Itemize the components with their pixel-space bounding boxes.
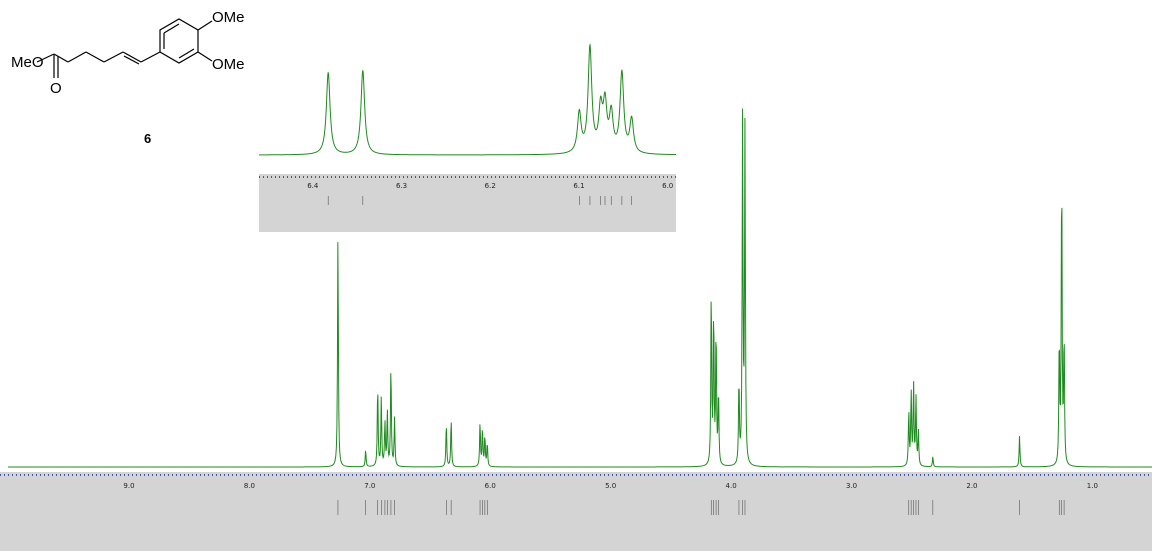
inset-tick-label: 6.3 [396,182,407,190]
inset-tick-labels: 6.4 6.3 6.2 6.1 6.0 [307,182,673,190]
inset-tick-label: 6.4 [307,182,319,190]
inset-tick-label: 6.1 [573,182,584,190]
meo-ester-label: MeO [11,54,44,71]
inset-integral-bar [259,174,676,232]
inset-tick-label: 6.2 [485,182,496,190]
main-tick-label: 2.0 [966,482,977,490]
inset-spectrum-line [259,43,676,156]
main-tick-label: 1.0 [1087,482,1098,490]
main-tick-label: 6.0 [485,482,496,490]
compound-number: 6 [144,131,151,146]
inset-tick-label: 6.0 [662,182,673,190]
inset-peak-markers [327,196,632,205]
main-tick-label: 9.0 [123,482,134,490]
main-integral-bar [0,472,1152,551]
main-tick-label: 7.0 [364,482,375,490]
main-tick-label: 4.0 [726,482,737,490]
inset-panel: 6.4 6.3 6.2 6.1 6.0 [259,43,676,232]
ome-bottom-label: OMe [212,56,245,73]
chemical-structure [36,18,213,78]
carbonyl-o-label: O [50,80,62,97]
main-tick-label: 8.0 [244,482,255,490]
main-peak-markers [337,500,1065,515]
main-tick-label: 5.0 [605,482,616,490]
ome-top-label: OMe [212,9,245,26]
main-spectrum-line [8,108,1152,468]
main-tick-labels: 9.0 8.0 7.0 6.0 5.0 4.0 3.0 2.0 1.0 [123,482,1098,490]
main-tick-label: 3.0 [846,482,857,490]
main-panel: 9.0 8.0 7.0 6.0 5.0 4.0 3.0 2.0 1.0 [0,108,1152,551]
